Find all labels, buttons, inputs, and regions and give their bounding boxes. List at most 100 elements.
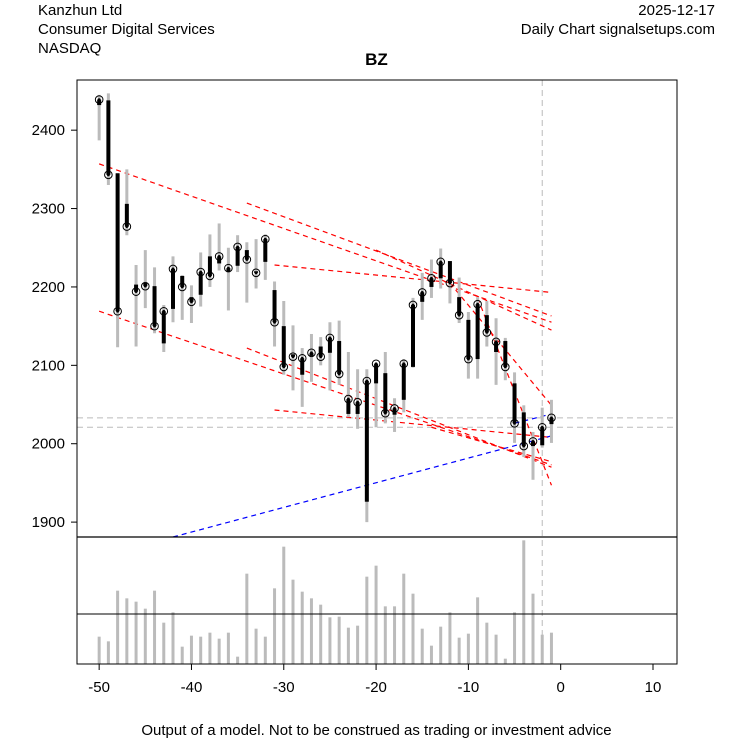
close-dot	[199, 270, 203, 274]
close-dot	[448, 281, 452, 285]
close-dot	[374, 362, 378, 366]
y-tick-label: 2300	[32, 201, 65, 218]
volume-bar	[328, 617, 332, 664]
close-marker	[288, 352, 298, 362]
candle-body	[207, 256, 212, 276]
close-marker	[491, 337, 501, 347]
close-dot	[254, 271, 258, 275]
volume-bar	[374, 565, 378, 664]
volume-bar	[199, 636, 203, 664]
chart-date: 2025-12-17	[638, 2, 715, 19]
candle-body	[411, 304, 415, 367]
candle-body	[392, 408, 397, 415]
close-dot	[236, 245, 240, 249]
close-dot	[346, 397, 350, 401]
company-name: Kanzhun Ltd	[38, 2, 123, 19]
close-dot	[402, 362, 406, 366]
volume-bar	[513, 612, 517, 664]
close-dot	[383, 411, 387, 415]
y-tick-label: 2000	[32, 436, 65, 453]
chart-source: Daily Chart signalsetups.com	[520, 21, 715, 38]
volume-bar	[245, 573, 249, 664]
volume-bar	[153, 590, 157, 664]
candle-body	[106, 100, 111, 175]
close-dot	[171, 267, 175, 271]
x-tick-label: 10	[645, 679, 662, 696]
candle-body	[420, 292, 425, 302]
volume-bar	[356, 625, 360, 664]
chart-title: BZ	[365, 50, 388, 69]
candle-body	[466, 319, 471, 360]
close-marker	[261, 234, 270, 244]
volume-bar	[282, 546, 286, 664]
volume-bar	[236, 656, 240, 664]
volume-bar	[180, 646, 184, 664]
x-tick-label: -10	[458, 679, 480, 696]
candle-body	[309, 352, 314, 356]
candle-body	[401, 363, 406, 400]
close-marker	[214, 252, 224, 261]
trend-line	[449, 282, 552, 406]
candle-body	[300, 358, 305, 375]
candle-body	[364, 381, 369, 502]
candle-body	[152, 286, 157, 327]
candle-body	[549, 417, 554, 425]
volume-bar	[254, 628, 258, 664]
close-dot	[116, 309, 120, 313]
x-tick-label: -20	[365, 679, 387, 696]
close-dot	[457, 313, 461, 317]
candle-body	[540, 427, 545, 446]
close-dot	[282, 365, 286, 369]
close-marker	[547, 413, 556, 423]
y-tick-label: 2100	[32, 357, 65, 374]
close-marker	[408, 300, 418, 310]
close-marker	[159, 306, 169, 316]
close-marker	[390, 404, 399, 413]
volume-bar	[319, 604, 323, 664]
close-marker	[362, 376, 372, 386]
volume-bar	[448, 612, 452, 664]
close-marker	[519, 441, 529, 451]
close-dot	[125, 225, 129, 228]
volume-bar	[217, 638, 221, 664]
close-marker	[122, 222, 132, 231]
volume-bar	[383, 606, 387, 664]
close-marker	[224, 263, 233, 273]
candle-body	[457, 297, 462, 316]
volume-bar	[365, 576, 369, 664]
volume-bar	[466, 633, 470, 664]
close-marker	[113, 306, 122, 316]
close-marker	[537, 422, 547, 432]
close-dot	[226, 266, 230, 270]
volume-bar	[420, 628, 424, 664]
close-dot	[134, 290, 138, 294]
close-dot	[162, 309, 166, 313]
close-marker	[104, 170, 113, 180]
disclaimer: Output of a model. Not to be construed a…	[141, 722, 612, 739]
volume-bar	[189, 635, 193, 664]
candle-body	[161, 311, 166, 344]
candle-body	[198, 272, 203, 295]
close-marker	[353, 397, 362, 407]
candle-body	[124, 203, 129, 227]
close-marker	[187, 297, 196, 307]
close-dot	[153, 324, 156, 328]
close-marker	[334, 369, 344, 379]
close-marker	[344, 394, 353, 404]
volume-bar	[116, 590, 120, 664]
close-dot	[291, 355, 295, 359]
close-marker	[427, 274, 436, 283]
volume-bar	[226, 632, 230, 664]
candle-body	[337, 341, 342, 374]
volume-bar	[531, 593, 535, 664]
x-tick-label: 0	[557, 679, 565, 696]
candle-body	[171, 268, 175, 309]
close-dot	[245, 258, 249, 261]
volume-bar	[309, 598, 313, 664]
close-dot	[356, 400, 360, 404]
candle-body	[235, 246, 240, 266]
trend-line	[274, 409, 552, 439]
close-marker	[528, 437, 538, 446]
candle-body	[503, 341, 508, 367]
volume-bar	[208, 632, 212, 664]
